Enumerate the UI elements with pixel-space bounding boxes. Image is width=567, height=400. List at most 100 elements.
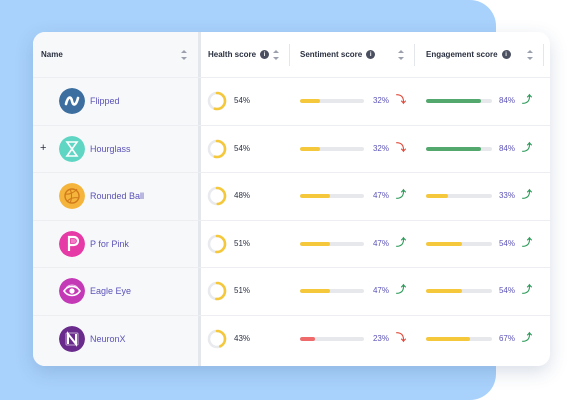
sentiment-bar-fill xyxy=(300,336,315,341)
sentiment-bar-fill xyxy=(300,289,331,293)
sentiment-bar xyxy=(300,146,364,151)
engagement-bar xyxy=(426,194,492,198)
health-score-ring xyxy=(207,234,227,253)
sentiment-bar xyxy=(300,289,364,293)
sort-engagement-icon[interactable] xyxy=(527,50,533,60)
trend-up-icon: ⤴ xyxy=(396,237,406,249)
sentiment-bar-fill xyxy=(300,194,331,198)
column-divider xyxy=(543,44,544,66)
trend-up-icon: ⤴ xyxy=(522,332,532,344)
table-row[interactable]: NeuronX 43% 23% ⤵ 67% ⤴ xyxy=(33,314,550,364)
health-score-ring xyxy=(207,139,227,158)
engagement-bar xyxy=(426,146,492,151)
engagement-bar-fill xyxy=(426,289,462,293)
sentiment-score-value: 47% xyxy=(372,238,389,248)
trend-up-icon: ⤴ xyxy=(522,190,532,201)
trend-up-icon: ⤴ xyxy=(396,190,406,201)
sentiment-bar-fill xyxy=(300,146,321,151)
wave-logo-icon xyxy=(59,88,85,114)
health-score-value: 48% xyxy=(234,191,251,200)
health-score-value: 51% xyxy=(234,238,251,248)
engagement-bar-fill xyxy=(426,194,448,198)
engagement-bar xyxy=(426,241,492,246)
company-name-link[interactable]: Rounded Ball xyxy=(90,191,145,201)
column-header-name-label: Name xyxy=(41,50,63,59)
column-divider xyxy=(289,44,290,66)
engagement-bar xyxy=(426,336,492,341)
health-score-ring xyxy=(207,91,227,111)
engagement-score-value: 54% xyxy=(498,286,515,295)
engagement-bar-fill xyxy=(426,336,471,341)
trend-down-icon: ⤵ xyxy=(396,332,406,344)
trend-down-icon: ⤵ xyxy=(396,142,406,154)
health-score-value: 54% xyxy=(234,96,251,105)
table-row[interactable]: + Hourglass 54% 32% ⤵ 84% ⤴ xyxy=(33,124,550,174)
engagement-score-value: 84% xyxy=(498,143,515,153)
column-divider xyxy=(414,44,415,66)
trend-up-icon: ⤴ xyxy=(522,237,532,249)
column-header-name[interactable]: Name xyxy=(41,32,63,77)
sentiment-score-value: 32% xyxy=(372,96,389,105)
hourglass-logo-icon xyxy=(59,135,85,162)
n-letter-logo-icon xyxy=(59,325,85,352)
engagement-score-value: 33% xyxy=(498,191,515,200)
health-score-ring xyxy=(207,186,227,206)
engagement-bar-fill xyxy=(426,146,482,151)
health-score-ring xyxy=(207,329,227,348)
sort-health-icon[interactable] xyxy=(273,50,279,60)
engagement-bar xyxy=(426,99,492,103)
column-header-health-label: Health score xyxy=(208,50,257,59)
sort-name-icon[interactable] xyxy=(181,50,187,60)
table-row[interactable]: Eagle Eye 51% 47% ⤴ 54% ⤴ xyxy=(33,267,550,316)
expand-row-icon[interactable]: + xyxy=(40,141,47,154)
engagement-score-value: 54% xyxy=(498,238,515,248)
company-name-link[interactable]: Flipped xyxy=(90,96,120,106)
company-name-link[interactable]: Hourglass xyxy=(90,143,131,154)
column-header-engagement-label: Engagement score xyxy=(426,50,498,59)
table-row[interactable]: Flipped 54% 32% ⤵ 84% ⤴ xyxy=(33,77,550,126)
sentiment-bar xyxy=(300,336,364,341)
trend-down-icon: ⤵ xyxy=(396,95,406,106)
table-row[interactable]: Rounded Ball 48% 47% ⤴ 33% ⤴ xyxy=(33,172,550,221)
info-icon[interactable]: i xyxy=(366,50,376,59)
ball-logo-icon xyxy=(59,183,85,209)
engagement-bar xyxy=(426,289,492,293)
column-header-sentiment-label: Sentiment score xyxy=(300,50,363,59)
column-header-health[interactable]: Health score i xyxy=(208,32,270,77)
sentiment-bar-fill xyxy=(300,99,321,103)
sticky-column-divider xyxy=(198,32,201,366)
sentiment-score-value: 32% xyxy=(372,143,389,153)
engagement-bar-fill xyxy=(426,99,482,103)
engagement-score-value: 67% xyxy=(498,333,515,343)
sentiment-bar xyxy=(300,99,364,103)
sentiment-bar xyxy=(300,241,364,246)
column-header-sentiment[interactable]: Sentiment score i xyxy=(300,32,376,77)
trend-up-icon: ⤴ xyxy=(522,95,532,106)
sentiment-bar xyxy=(300,194,364,198)
sentiment-score-value: 23% xyxy=(372,333,389,343)
trend-up-icon: ⤴ xyxy=(396,285,406,296)
company-name-link[interactable]: P for Pink xyxy=(90,238,129,249)
health-score-value: 51% xyxy=(234,286,251,295)
sentiment-bar-fill xyxy=(300,241,331,246)
scores-table-card: Name Health score i Sentiment score i En… xyxy=(33,32,550,366)
health-score-ring xyxy=(207,281,227,301)
column-header-engagement[interactable]: Engagement score i xyxy=(426,32,511,77)
eye-logo-icon xyxy=(59,278,85,304)
company-name-link[interactable]: NeuronX xyxy=(90,333,126,344)
health-score-value: 54% xyxy=(234,143,251,153)
health-score-value: 43% xyxy=(234,333,251,343)
engagement-score-value: 84% xyxy=(498,96,515,105)
p-letter-logo-icon xyxy=(59,230,85,257)
table-header: Name Health score i Sentiment score i En… xyxy=(33,32,550,77)
trend-up-icon: ⤴ xyxy=(522,142,532,154)
info-icon[interactable]: i xyxy=(501,50,511,59)
engagement-bar-fill xyxy=(426,241,462,246)
info-icon[interactable]: i xyxy=(260,50,270,59)
sentiment-score-value: 47% xyxy=(372,191,389,200)
sentiment-score-value: 47% xyxy=(372,286,389,295)
trend-up-icon: ⤴ xyxy=(522,285,532,296)
table-row[interactable]: P for Pink 51% 47% ⤴ 54% ⤴ xyxy=(33,219,550,269)
sort-sentiment-icon[interactable] xyxy=(398,50,404,60)
company-name-link[interactable]: Eagle Eye xyxy=(90,286,132,296)
